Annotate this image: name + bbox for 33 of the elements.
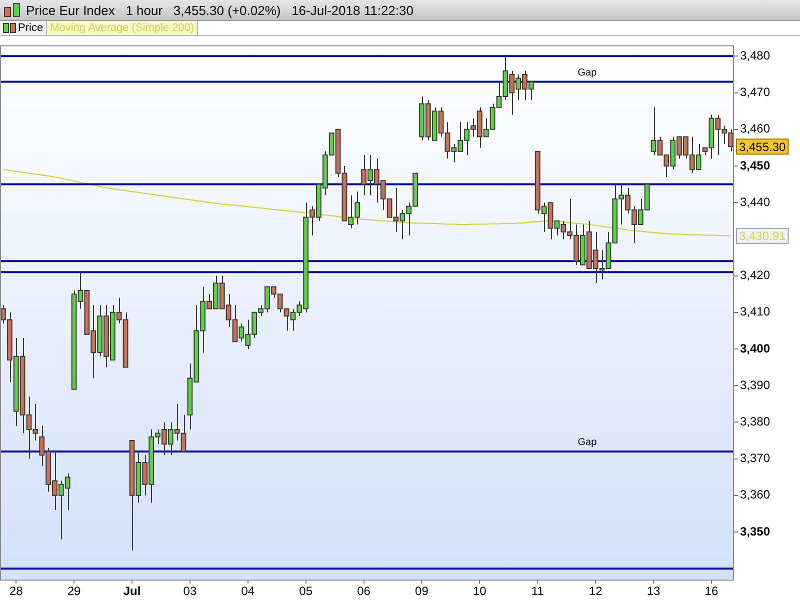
x-tick-label: 04 bbox=[241, 584, 255, 598]
x-tick-label: 11 bbox=[531, 584, 544, 598]
y-tick-label: 3,390 bbox=[740, 378, 770, 392]
x-tick-label: 06 bbox=[357, 584, 371, 598]
y-tick-label: 3,440 bbox=[740, 194, 770, 209]
y-tick-label: 3,480 bbox=[740, 48, 770, 62]
y-tick-label: 3,360 bbox=[740, 488, 770, 502]
y-tick-label: 3,400 bbox=[740, 341, 770, 356]
x-tick-label: 10 bbox=[472, 584, 487, 598]
x-tick-label: 09 bbox=[415, 584, 429, 598]
x-tick-label: 29 bbox=[67, 584, 82, 598]
x-tick-label: 13 bbox=[646, 584, 661, 598]
y-tick-label: 3,460 bbox=[740, 122, 770, 136]
text: 3,430.91 bbox=[739, 229, 786, 244]
y-tick-label: 3,420 bbox=[740, 268, 770, 282]
x-tick-label: 12 bbox=[588, 584, 603, 598]
y-tick-label: 3,380 bbox=[740, 414, 770, 429]
x-tick-label: 05 bbox=[299, 584, 313, 598]
x-tick-label: 03 bbox=[183, 584, 197, 598]
chart-title: Price Eur Index 1 hour 3,455.30 (+0.02%) 16-Jul-2018 11:22:30 bbox=[26, 2, 414, 18]
text: Moving Average (Simple 200) bbox=[50, 21, 194, 35]
x-tick-label: 16 bbox=[704, 584, 718, 598]
legend-label: Price bbox=[18, 21, 44, 35]
ref-line-label: Gap bbox=[578, 437, 598, 448]
y-tick-label: 3,450 bbox=[740, 158, 770, 172]
text: 3,455.30 bbox=[739, 140, 786, 154]
y-tick-label: 3,470 bbox=[740, 85, 770, 100]
x-tick-label: 28 bbox=[9, 584, 24, 598]
y-tick-label: 3,350 bbox=[740, 524, 770, 538]
x-tick-label: Jul bbox=[123, 584, 141, 598]
ref-line-label: Gap bbox=[578, 68, 598, 79]
y-tick-label: 3,370 bbox=[740, 451, 770, 466]
y-tick-label: 3,410 bbox=[740, 304, 770, 319]
